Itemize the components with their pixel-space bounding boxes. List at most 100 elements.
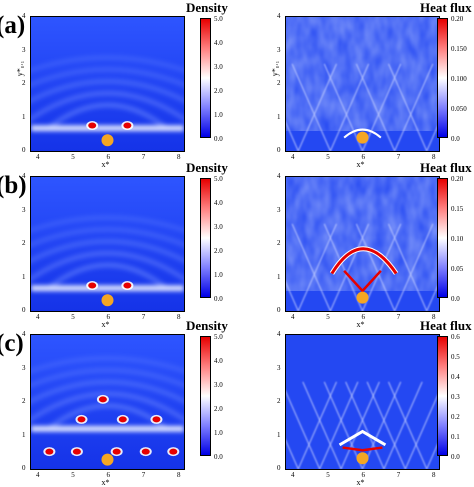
density-colorbar [200, 18, 211, 138]
y-tick-label: 4 [22, 330, 26, 338]
y-tick-label: 4 [277, 330, 281, 338]
colorbar-tick-label: 0.050 [451, 105, 467, 113]
colorbar-tick-label: 0.150 [451, 45, 467, 53]
x-tick-label: 4 [291, 153, 295, 161]
heat-flux-title: Heat flux [420, 318, 472, 333]
y-tick-label: 3 [22, 45, 26, 54]
colorbar-tick-label: 5.0 [214, 15, 223, 23]
x-tick-label: 4 [291, 471, 295, 479]
heat-flux-plot-field [286, 177, 439, 311]
colorbar-tick-label: 0.0 [214, 453, 223, 461]
density-peak [152, 416, 161, 423]
heat-flux-plot-field [286, 335, 439, 469]
density-wave-arc [31, 367, 184, 389]
colorbar-tick-label: 3.0 [214, 381, 223, 389]
heat-ray [426, 281, 439, 311]
heat-flux-plot [285, 334, 440, 470]
colorbar-tick-label: 0.0 [451, 135, 460, 143]
y-tick-label: 1 [22, 430, 26, 439]
y-tick-label: 4 [277, 172, 281, 180]
colorbar-tick-label: 0.10 [451, 235, 464, 243]
x-tick-label: 6 [361, 153, 366, 161]
y-tick-label: 0 [277, 146, 281, 154]
density-peak [88, 282, 97, 289]
density-peak [112, 448, 121, 455]
x-tick-label: 4 [36, 471, 40, 479]
y-tick-label: 1 [22, 272, 26, 281]
heat-ray [286, 390, 321, 469]
density-plot-field [31, 177, 184, 311]
y-tick-label: 4 [277, 12, 281, 20]
y-axis-label: y*₀.₁ [15, 60, 25, 77]
obstacle-circle [101, 294, 114, 307]
y-tick-label: 1 [277, 430, 281, 439]
heat-ray [323, 381, 364, 469]
x-tick-label: 7 [141, 471, 146, 479]
heat-ray [394, 63, 434, 151]
heat-ray [387, 63, 428, 151]
heat-noise [286, 177, 439, 291]
heat-ray [323, 223, 364, 311]
heat-flux-title: Heat flux [420, 160, 472, 175]
colorbar-tick-label: 2.0 [214, 405, 223, 413]
x-tick-label: 7 [141, 153, 146, 161]
heat-ray [286, 121, 299, 151]
y-tick-label: 2 [277, 79, 281, 87]
heat-flux-title: Heat flux [420, 0, 472, 15]
density-wave-arc [31, 79, 184, 104]
y-tick-label: 2 [22, 397, 26, 405]
heat-flux-plot [285, 16, 440, 152]
heat-chevron [338, 429, 387, 447]
x-tick-label: 8 [432, 153, 436, 161]
heat-ray [383, 381, 423, 469]
x-tick-label: 5 [326, 471, 330, 479]
heat-ray [302, 381, 342, 469]
x-tick-label: 6 [361, 313, 366, 321]
heat-arc-core [330, 247, 398, 275]
x-tick-label: 5 [71, 471, 75, 479]
x-tick-label: 5 [326, 313, 330, 321]
density-wave-arc [31, 215, 184, 233]
density-wave-arc [31, 355, 184, 374]
x-tick-label: 7 [396, 313, 401, 321]
x-tick-label: 8 [177, 471, 181, 479]
density-wave-arc [31, 55, 184, 73]
x-axis-label: x* [101, 320, 110, 329]
colorbar-tick-label: 0.100 [451, 75, 467, 83]
density-peak [169, 448, 178, 455]
obstacle-circle [101, 134, 114, 147]
heat-ray [286, 439, 299, 469]
panel-letter: (c) [0, 330, 24, 357]
density-colorbar [200, 178, 211, 298]
x-tick-label: 4 [36, 153, 40, 161]
density-plot-field [31, 17, 184, 151]
heat-flux-colorbar [437, 18, 448, 138]
x-tick-label: 8 [177, 313, 181, 321]
y-tick-label: 2 [22, 79, 26, 87]
x-tick-label: 6 [106, 313, 111, 321]
panel-letter: (a) [0, 12, 26, 39]
x-tick-label: 8 [432, 313, 436, 321]
heat-ray [355, 223, 396, 311]
obstacle-circle [356, 452, 369, 465]
density-peak [77, 416, 86, 423]
x-axis-label: x* [101, 478, 110, 487]
y-tick-label: 2 [277, 239, 281, 247]
density-peak [141, 448, 150, 455]
y-tick-label: 3 [277, 45, 281, 54]
x-axis-label: x* [356, 478, 365, 487]
colorbar-tick-label: 3.0 [214, 63, 223, 71]
colorbar-tick-label: 0.0 [214, 135, 223, 143]
colorbar-tick-label: 0.1 [451, 433, 460, 441]
colorbar-tick-label: 0.0 [451, 453, 460, 461]
colorbar-tick-label: 0.5 [451, 353, 460, 361]
x-tick-label: 8 [432, 471, 436, 479]
density-wave-arc [31, 250, 184, 282]
colorbar-tick-label: 3.0 [214, 223, 223, 231]
colorbar-tick-label: 1.0 [214, 111, 223, 119]
density-wave-arc [31, 227, 184, 248]
y-tick-label: 0 [22, 146, 26, 154]
density-band [31, 425, 184, 432]
x-tick-label: 7 [396, 153, 401, 161]
x-axis-label: x* [101, 160, 110, 169]
